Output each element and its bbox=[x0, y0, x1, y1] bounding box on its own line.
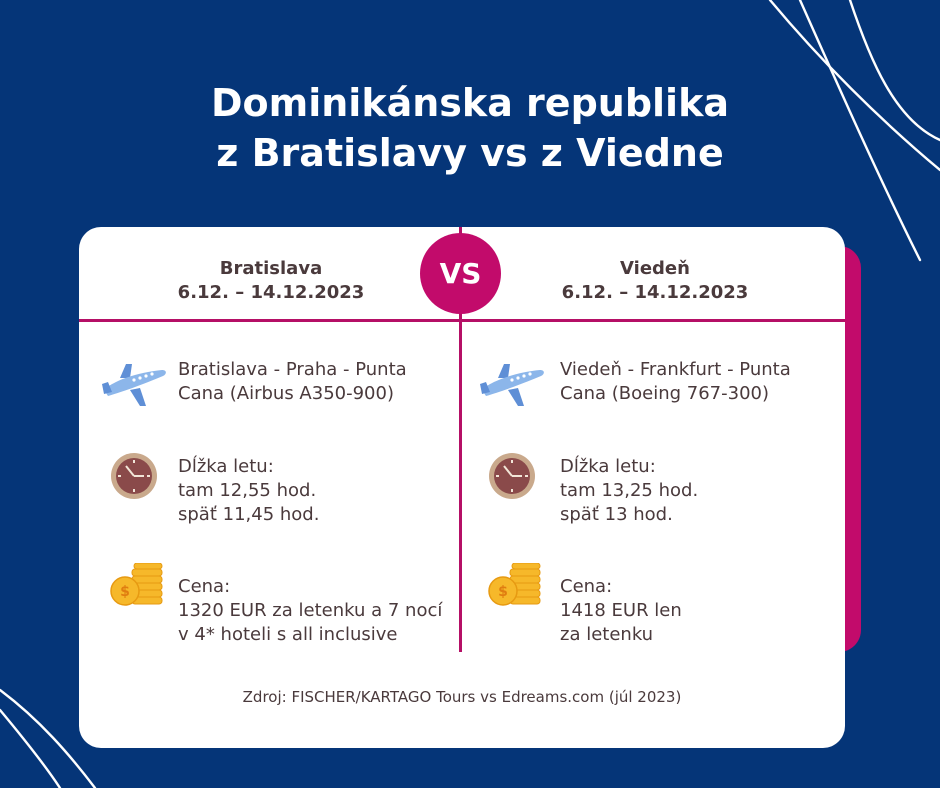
column-divider bbox=[459, 227, 462, 652]
right-city: Viedeň bbox=[620, 258, 690, 279]
airplane-icon bbox=[102, 364, 166, 406]
right-column-header: Viedeň 6.12. – 14.12.2023 bbox=[505, 257, 805, 305]
right-price-label: Cena: bbox=[560, 576, 613, 597]
right-price-line-2: za letenku bbox=[560, 624, 654, 645]
right-price-line-1: 1418 EUR len bbox=[560, 600, 682, 621]
header-divider bbox=[79, 319, 845, 322]
left-price-line-1: 1320 EUR za letenku a 7 nocí bbox=[178, 600, 443, 621]
page-title: Dominikánska republika z Bratislavy vs z… bbox=[0, 78, 940, 178]
left-route: Bratislava - Praha - Punta Cana (Airbus … bbox=[178, 358, 407, 406]
coins-icon: $ bbox=[488, 563, 541, 606]
left-city: Bratislava bbox=[219, 258, 323, 279]
right-route-line-2: Cana (Boeing 767-300) bbox=[560, 383, 770, 404]
clock-icon bbox=[489, 453, 535, 499]
title-line-2: z Bratislavy vs z Viedne bbox=[216, 131, 724, 175]
left-column-header: Bratislava 6.12. – 14.12.2023 bbox=[121, 257, 421, 305]
left-price: Cena: 1320 EUR za letenku a 7 nocí v 4* … bbox=[178, 575, 442, 647]
left-price-label: Cena: bbox=[178, 576, 231, 597]
left-duration-back: späť 11,45 hod. bbox=[178, 504, 320, 525]
left-price-line-2: v 4* hoteli s all inclusive bbox=[178, 624, 398, 645]
right-price: Cena: 1418 EUR len za letenku bbox=[560, 575, 682, 647]
right-route-line-1: Viedeň - Frankfurt - Punta bbox=[560, 359, 791, 380]
svg-text:$: $ bbox=[498, 584, 508, 600]
coins-icon: $ bbox=[110, 563, 163, 606]
left-duration-label: Dĺžka letu: bbox=[178, 456, 274, 477]
left-route-line-2: Cana (Airbus A350-900) bbox=[178, 383, 394, 404]
right-duration-back: späť 13 hod. bbox=[560, 504, 673, 525]
right-duration-label: Dĺžka letu: bbox=[560, 456, 656, 477]
right-duration: Dĺžka letu: tam 13,25 hod. späť 13 hod. bbox=[560, 455, 698, 527]
svg-text:$: $ bbox=[120, 584, 130, 600]
clock-icon bbox=[111, 453, 157, 499]
airplane-icon bbox=[480, 364, 544, 406]
title-line-1: Dominikánska republika bbox=[210, 81, 729, 125]
source-note: Zdroj: FISCHER/KARTAGO Tours vs Edreams.… bbox=[242, 688, 682, 706]
right-route: Viedeň - Frankfurt - Punta Cana (Boeing … bbox=[560, 358, 791, 406]
right-dates: 6.12. – 14.12.2023 bbox=[561, 282, 749, 303]
left-route-line-1: Bratislava - Praha - Punta bbox=[178, 359, 407, 380]
vs-badge: VS bbox=[420, 233, 501, 314]
right-duration-there: tam 13,25 hod. bbox=[560, 480, 699, 501]
left-duration: Dĺžka letu: tam 12,55 hod. späť 11,45 ho… bbox=[178, 455, 319, 527]
left-duration-there: tam 12,55 hod. bbox=[178, 480, 317, 501]
left-dates: 6.12. – 14.12.2023 bbox=[177, 282, 365, 303]
